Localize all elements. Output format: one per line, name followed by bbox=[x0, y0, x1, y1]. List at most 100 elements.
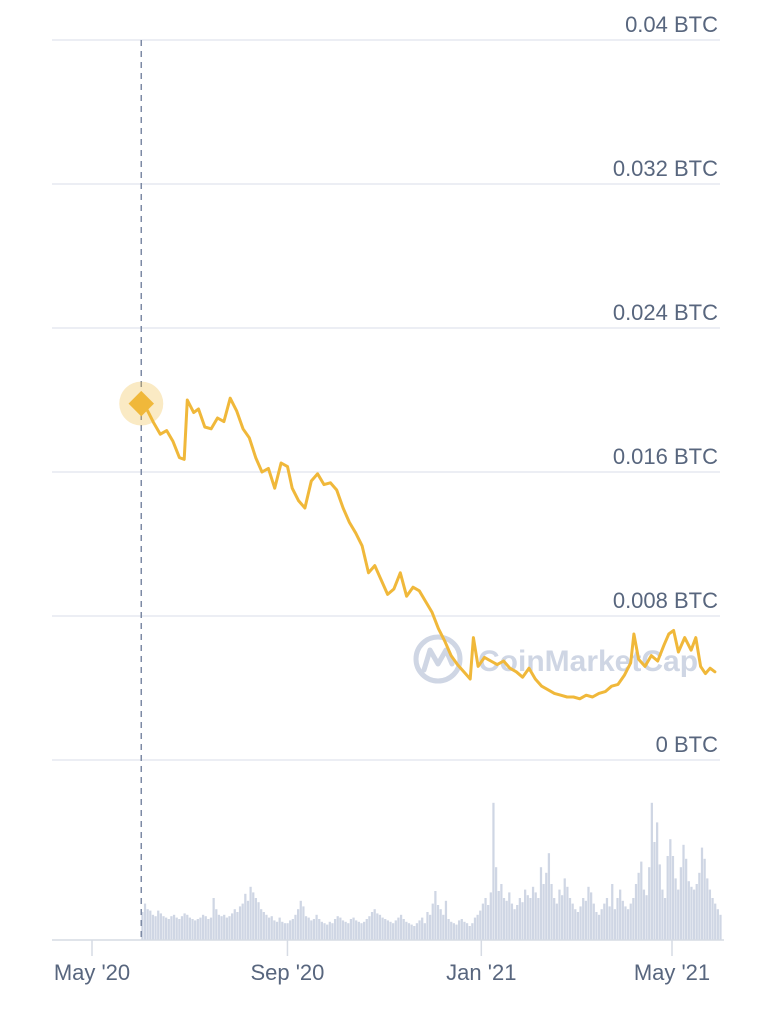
volume-bar bbox=[191, 919, 194, 940]
volume-bar bbox=[159, 913, 162, 940]
volume-bar bbox=[257, 902, 260, 940]
volume-bar bbox=[510, 903, 514, 940]
volume-bar bbox=[267, 917, 271, 940]
volume-bar bbox=[392, 923, 395, 940]
volume-bar bbox=[283, 923, 287, 940]
volume-bar bbox=[674, 878, 677, 940]
volume-bar bbox=[407, 923, 411, 940]
volume-bar bbox=[363, 921, 366, 940]
volume-bar bbox=[529, 898, 532, 940]
volume-bar bbox=[165, 917, 168, 940]
volume-bar bbox=[223, 914, 226, 940]
volume-bar bbox=[275, 921, 279, 940]
volume-bar bbox=[619, 889, 622, 940]
volume-bar bbox=[592, 903, 595, 940]
volume-bar bbox=[294, 914, 297, 940]
volume-bar bbox=[415, 923, 419, 940]
volume-bar bbox=[326, 924, 329, 940]
y-tick-label: 0.016 BTC bbox=[613, 444, 718, 469]
volume-bar bbox=[281, 921, 284, 940]
volume-bar bbox=[447, 919, 450, 940]
volume-bar bbox=[167, 919, 170, 940]
volume-bar bbox=[531, 886, 535, 940]
volume-bar bbox=[500, 884, 503, 940]
volume-bar bbox=[249, 886, 252, 940]
volume-bar bbox=[378, 914, 382, 940]
volume-bar bbox=[576, 912, 580, 940]
y-tick-label: 0.008 BTC bbox=[613, 588, 718, 613]
volume-bar bbox=[450, 921, 453, 940]
volume-bar bbox=[571, 903, 574, 940]
volume-bar bbox=[270, 916, 273, 940]
volume-bar bbox=[357, 921, 360, 940]
volume-bar bbox=[442, 914, 445, 940]
volume-bar bbox=[516, 905, 519, 940]
volume-bar bbox=[716, 909, 719, 940]
hover-point-marker[interactable] bbox=[119, 381, 164, 426]
volume-bar bbox=[468, 926, 471, 940]
volume-bar bbox=[444, 900, 448, 940]
volume-bar bbox=[370, 912, 374, 940]
volume-bar bbox=[421, 917, 424, 940]
volume-bar bbox=[355, 920, 358, 940]
volume-bar bbox=[465, 923, 469, 940]
volume-bar bbox=[613, 909, 617, 940]
volume-bar bbox=[289, 920, 292, 940]
volume-bar bbox=[175, 917, 178, 940]
volume-bar bbox=[605, 898, 609, 940]
volume-bar bbox=[497, 891, 500, 940]
volume-bar bbox=[679, 867, 682, 940]
volume-bar bbox=[431, 903, 434, 940]
volume-bar bbox=[436, 905, 440, 940]
volume-bar bbox=[492, 802, 495, 940]
volume-bar bbox=[220, 916, 223, 940]
volume-bar bbox=[568, 898, 572, 940]
volume-bar bbox=[687, 881, 690, 940]
volume-bar bbox=[286, 923, 289, 940]
y-axis-labels: 0.04 BTC 0.032 BTC 0.024 BTC 0.016 BTC 0.008… bbox=[613, 12, 718, 757]
x-tick-label: May '21 bbox=[634, 960, 710, 985]
volume-bar bbox=[402, 919, 405, 940]
volume-bar bbox=[624, 906, 627, 940]
hover-point-diamond bbox=[128, 390, 154, 417]
volume-bar bbox=[677, 889, 680, 940]
volume-bar bbox=[183, 913, 186, 940]
volume-bar bbox=[455, 924, 458, 940]
volume-bar bbox=[291, 919, 294, 940]
volume-bar bbox=[323, 923, 326, 940]
volume-bar bbox=[341, 920, 345, 940]
volume-bar bbox=[582, 898, 585, 940]
volume-bar bbox=[661, 889, 664, 940]
volume-bar bbox=[487, 905, 490, 940]
volume-bar bbox=[563, 878, 566, 940]
volume-bar bbox=[265, 914, 268, 940]
volume-bar bbox=[157, 910, 160, 940]
volume-bar bbox=[502, 898, 506, 940]
volume-bar bbox=[508, 892, 511, 940]
volume-bar bbox=[632, 898, 635, 940]
volume-bar bbox=[178, 919, 181, 940]
x-tick-label: May '20 bbox=[54, 960, 130, 985]
volume-bar bbox=[241, 903, 244, 940]
coinmarketcap-logo-icon bbox=[413, 634, 463, 684]
volume-bar bbox=[180, 916, 184, 940]
volume-bar bbox=[463, 921, 466, 940]
volume-bar bbox=[706, 878, 709, 940]
volume-bar bbox=[703, 858, 706, 940]
volume-bar bbox=[217, 914, 221, 940]
volume-bar bbox=[611, 884, 614, 940]
volume-bar bbox=[260, 909, 263, 940]
volume-bar bbox=[479, 910, 482, 940]
volume-bar bbox=[170, 916, 173, 940]
volume-bar bbox=[439, 909, 442, 940]
volume-bar bbox=[204, 916, 207, 940]
volume-bar bbox=[692, 889, 696, 940]
y-tick-label: 0.024 BTC bbox=[613, 300, 718, 325]
volume-bar bbox=[558, 889, 561, 940]
volume-bar bbox=[273, 920, 276, 940]
volume-bar bbox=[671, 856, 675, 940]
volume-bar bbox=[518, 898, 521, 940]
volume-bar bbox=[484, 898, 487, 940]
volume-bar bbox=[352, 917, 355, 940]
